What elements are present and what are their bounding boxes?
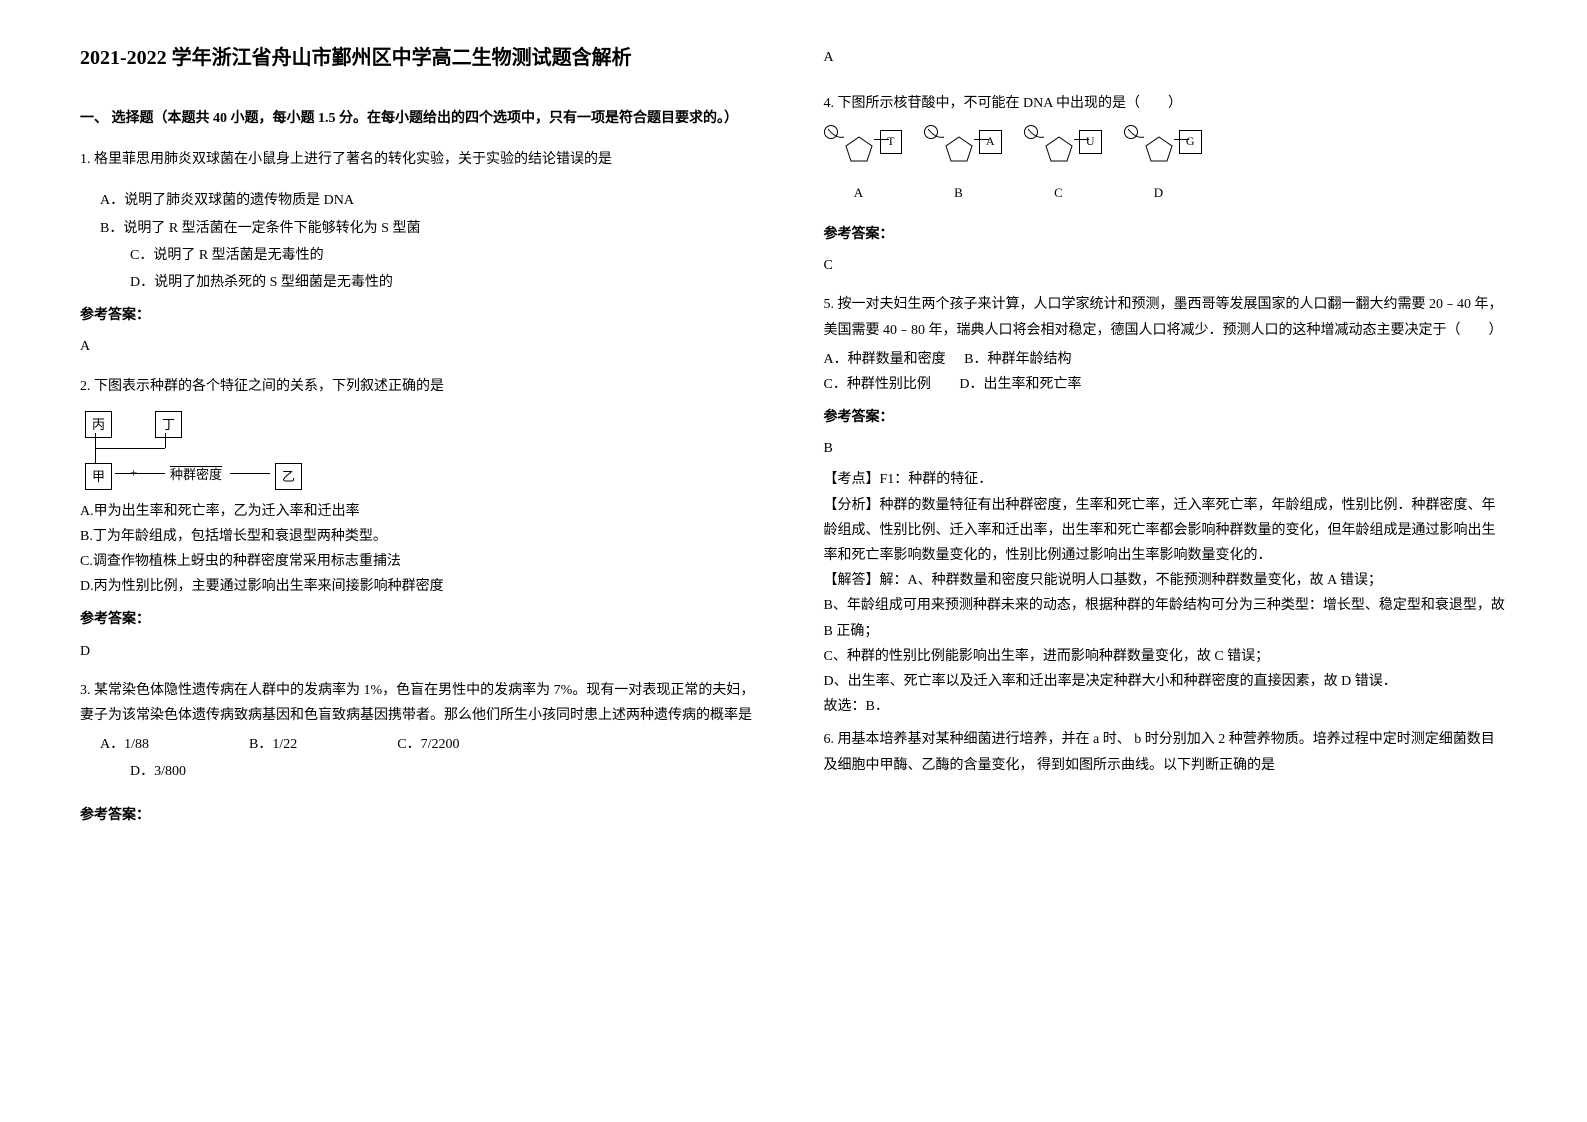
nuc-label-b: B	[954, 181, 963, 204]
base-a: A	[979, 130, 1002, 154]
q3-option-c: C．7/2200	[397, 732, 459, 757]
nucleotide-d: G D	[1144, 135, 1174, 204]
q2-density: 种群密度	[170, 463, 222, 486]
q1-stem: 1. 格里菲思用肺炎双球菌在小鼠身上进行了著名的转化实验，关于实验的结论错误的是	[80, 147, 764, 172]
q5-solve-d: D、出生率、死亡率以及迁入率和迁出率是决定种群大小和种群密度的直接因素，故 D …	[824, 669, 1508, 694]
q5-analysis-text: 【分析】种群的数量特征有出种群密度，生率和死亡率，迁入率死亡率，年龄组成，性别比…	[824, 493, 1508, 569]
sugar-icon	[1144, 135, 1174, 163]
right-column: A 4. 下图所示核苷酸中，不可能在 DNA 中出现的是（ ） T A A B	[824, 40, 1508, 1082]
q5-answer-label: 参考答案：	[824, 405, 1508, 430]
nucleotide-a: T A	[844, 135, 874, 204]
q1-option-a: A．说明了肺炎双球菌的遗传物质是 DNA	[100, 188, 764, 213]
q2-answer: D	[80, 639, 764, 664]
section-1-header: 一、 选择题（本题共 40 小题，每小题 1.5 分。在每小题给出的四个选项中，…	[80, 106, 764, 131]
q3-option-b: B．1/22	[249, 732, 297, 757]
q5-answer: B	[824, 436, 1508, 461]
q4-answer: C	[824, 253, 1508, 278]
q3-option-a: A．1/88	[100, 732, 149, 757]
q1-answer-label: 参考答案：	[80, 303, 764, 328]
base-t: T	[880, 130, 901, 154]
q5-option-b: B．种群年龄结构	[964, 352, 1071, 367]
q1-answer: A	[80, 334, 764, 359]
nucleotide-b: A B	[944, 135, 974, 204]
bond-line	[1126, 127, 1146, 143]
left-column: 2021-2022 学年浙江省舟山市鄞州区中学高二生物测试题含解析 一、 选择题…	[80, 40, 764, 1082]
q2-option-b: B.丁为年龄组成，包括增长型和衰退型两种类型。	[80, 524, 764, 549]
q4-answer-label: 参考答案：	[824, 222, 1508, 247]
q3-answer: A	[824, 45, 1508, 70]
sugar-icon	[944, 135, 974, 163]
q1-option-d: D．说明了加热杀死的 S 型细菌是无毒性的	[130, 270, 764, 295]
q5-option-a: A．种群数量和密度	[824, 352, 946, 367]
base-g: G	[1179, 130, 1202, 154]
bond-line	[826, 127, 846, 143]
nucleotide-c: U C	[1044, 135, 1074, 204]
q3-stem: 3. 某常染色体隐性遗传病在人群中的发病率为 1%，色盲在男性中的发病率为 7%…	[80, 678, 764, 728]
q2-box-yi: 乙	[275, 463, 302, 490]
q5-option-d: D．出生率和死亡率	[959, 377, 1081, 392]
q5-option-c: C．种群性别比例	[824, 377, 931, 392]
nuc-label-d: D	[1154, 181, 1163, 204]
q6-stem: 6. 用基本培养基对某种细菌进行培养，并在 a 时、 b 时分别加入 2 种营养…	[824, 727, 1508, 777]
q1-option-b: B．说明了 R 型活菌在一定条件下能够转化为 S 型菌	[100, 216, 764, 241]
document-title: 2021-2022 学年浙江省舟山市鄞州区中学高二生物测试题含解析	[80, 40, 764, 76]
q1-option-c: C．说明了 R 型活菌是无毒性的	[130, 243, 764, 268]
base-u: U	[1079, 130, 1102, 154]
q5-conclusion: 故选：B．	[824, 694, 1508, 719]
q2-option-d: D.丙为性别比例，主要通过影响出生率来间接影响种群密度	[80, 574, 764, 599]
nuc-label-c: C	[1054, 181, 1063, 204]
q2-answer-label: 参考答案：	[80, 607, 764, 632]
q5-solve-a: 【解答】解：A、种群数量和密度只能说明人口基数，不能预测种群数量变化，故 A 错…	[824, 568, 1508, 593]
q2-box-bing: 丙	[85, 411, 112, 438]
nuc-label-a: A	[854, 181, 863, 204]
q4-stem: 4. 下图所示核苷酸中，不可能在 DNA 中出现的是（ ）	[824, 91, 1508, 116]
q3-answer-label: 参考答案：	[80, 803, 764, 828]
bond-line	[1026, 127, 1046, 143]
q5-solve-b: B、年龄组成可用来预测种群未来的动态，根据种群的年龄结构可分为三种类型：增长型、…	[824, 593, 1508, 643]
q5-stem: 5. 按一对夫妇生两个孩子来计算，人口学家统计和预测，墨西哥等发展国家的人口翻一…	[824, 292, 1508, 342]
sugar-icon	[844, 135, 874, 163]
q2-box-jia: 甲	[85, 463, 112, 490]
q2-option-a: A.甲为出生率和死亡率，乙为迁入率和迁出率	[80, 499, 764, 524]
q2-diagram: 丙 丁 甲 + 种群密度 乙	[80, 411, 320, 491]
bond-line	[926, 127, 946, 143]
q5-solve-c: C、种群的性别比例能影响出生率，进而影响种群数量变化，故 C 错误；	[824, 644, 1508, 669]
q3-option-d: D．3/800	[130, 759, 764, 784]
q2-stem: 2. 下图表示种群的各个特征之间的关系，下列叙述正确的是	[80, 374, 764, 399]
q2-box-ding: 丁	[155, 411, 182, 438]
q2-option-c: C.调查作物植株上蚜虫的种群密度常采用标志重捕法	[80, 549, 764, 574]
q4-diagram: T A A B U C	[844, 135, 1508, 204]
q5-analysis-point: 【考点】F1：种群的特征．	[824, 467, 1508, 492]
sugar-icon	[1044, 135, 1074, 163]
